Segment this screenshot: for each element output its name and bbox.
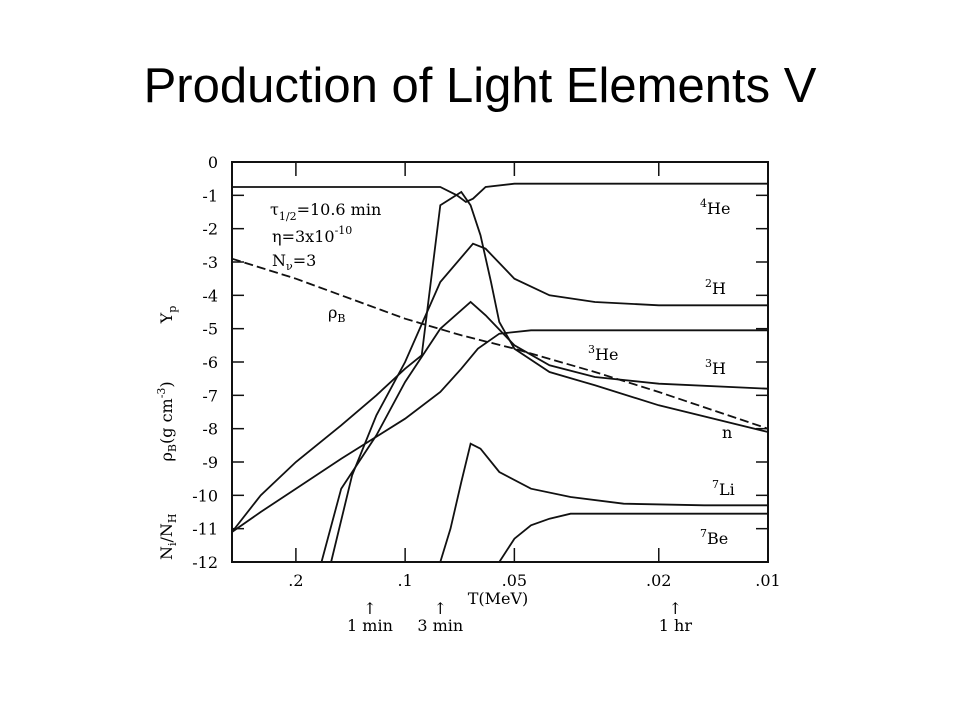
y-tick-label: 0 xyxy=(208,153,218,172)
x-tick-label: .2 xyxy=(288,571,303,590)
series-label: 3H xyxy=(705,357,726,378)
x-tick-label: .01 xyxy=(755,571,780,590)
param-eta: η=3x10-10 xyxy=(272,224,352,246)
plot-frame xyxy=(231,161,769,563)
curve-ρ xyxy=(231,257,769,430)
y-tick-label: -4 xyxy=(202,286,218,305)
curves xyxy=(231,182,769,563)
curve-7Be xyxy=(498,512,768,563)
plot-border xyxy=(231,161,769,563)
series-label: 3He xyxy=(588,343,618,364)
y-tick-label: -5 xyxy=(202,320,218,339)
time-marker-label: 3 min xyxy=(417,616,463,635)
tick-marks xyxy=(232,161,769,563)
x-tick-label: .02 xyxy=(646,571,671,590)
series-labels: 4He 2H 3H 3He n 7Li 7Be ρB xyxy=(328,197,735,548)
y-tick-label: -9 xyxy=(202,453,218,472)
y-tick-label: -8 xyxy=(202,420,218,439)
x-tick-label: .1 xyxy=(397,571,412,590)
y-tick-label: -6 xyxy=(202,353,218,372)
time-marker-arrow: ↑ xyxy=(363,599,376,618)
time-marker-arrow: ↑ xyxy=(434,599,447,618)
curve-n xyxy=(231,190,769,533)
time-marker-arrow: ↑ xyxy=(669,599,682,618)
curve-3H xyxy=(320,300,769,563)
y-tick-label: -12 xyxy=(192,553,218,572)
time-marker-label: 1 min xyxy=(347,616,393,635)
curve-3He xyxy=(231,329,768,533)
series-label: 2H xyxy=(705,277,726,298)
slide-title: Production of Light Elements V xyxy=(143,59,817,113)
time-markers: ↑1 min↑3 min↑1 hr xyxy=(347,599,692,635)
x-tick-labels: .2 .1 .05 .02 .01 xyxy=(288,571,780,590)
x-axis-label: T(MeV) xyxy=(468,589,529,608)
series-label: ρB xyxy=(328,303,346,325)
param-nnu: Nν=3 xyxy=(272,251,316,273)
y-tick-label: -1 xyxy=(202,186,218,205)
curve-4He xyxy=(232,182,768,204)
series-label: 4He xyxy=(700,197,730,218)
y-tick-label: -11 xyxy=(192,520,218,539)
series-label: 7Li xyxy=(712,478,735,499)
y-tick-label: -7 xyxy=(202,386,218,405)
y-axis-label: Ni/NHρB(g cm-3)Yp xyxy=(155,306,179,560)
curve-2H xyxy=(330,242,768,563)
y-tick-label: -10 xyxy=(192,486,218,505)
param-tau: τ1/2=10.6 min xyxy=(270,200,381,223)
x-tick-label: .05 xyxy=(502,571,527,590)
y-tick-labels: 0 -1 -2 -3 -4 -5 -6 -7 -8 -9 -10 -11 -12 xyxy=(192,153,218,572)
y-tick-label: -2 xyxy=(202,220,218,239)
time-marker-label: 1 hr xyxy=(659,616,693,635)
series-label: n xyxy=(722,423,732,442)
curve-7Li xyxy=(439,442,768,563)
series-label: 7Be xyxy=(700,527,728,548)
y-tick-label: -3 xyxy=(202,253,218,272)
